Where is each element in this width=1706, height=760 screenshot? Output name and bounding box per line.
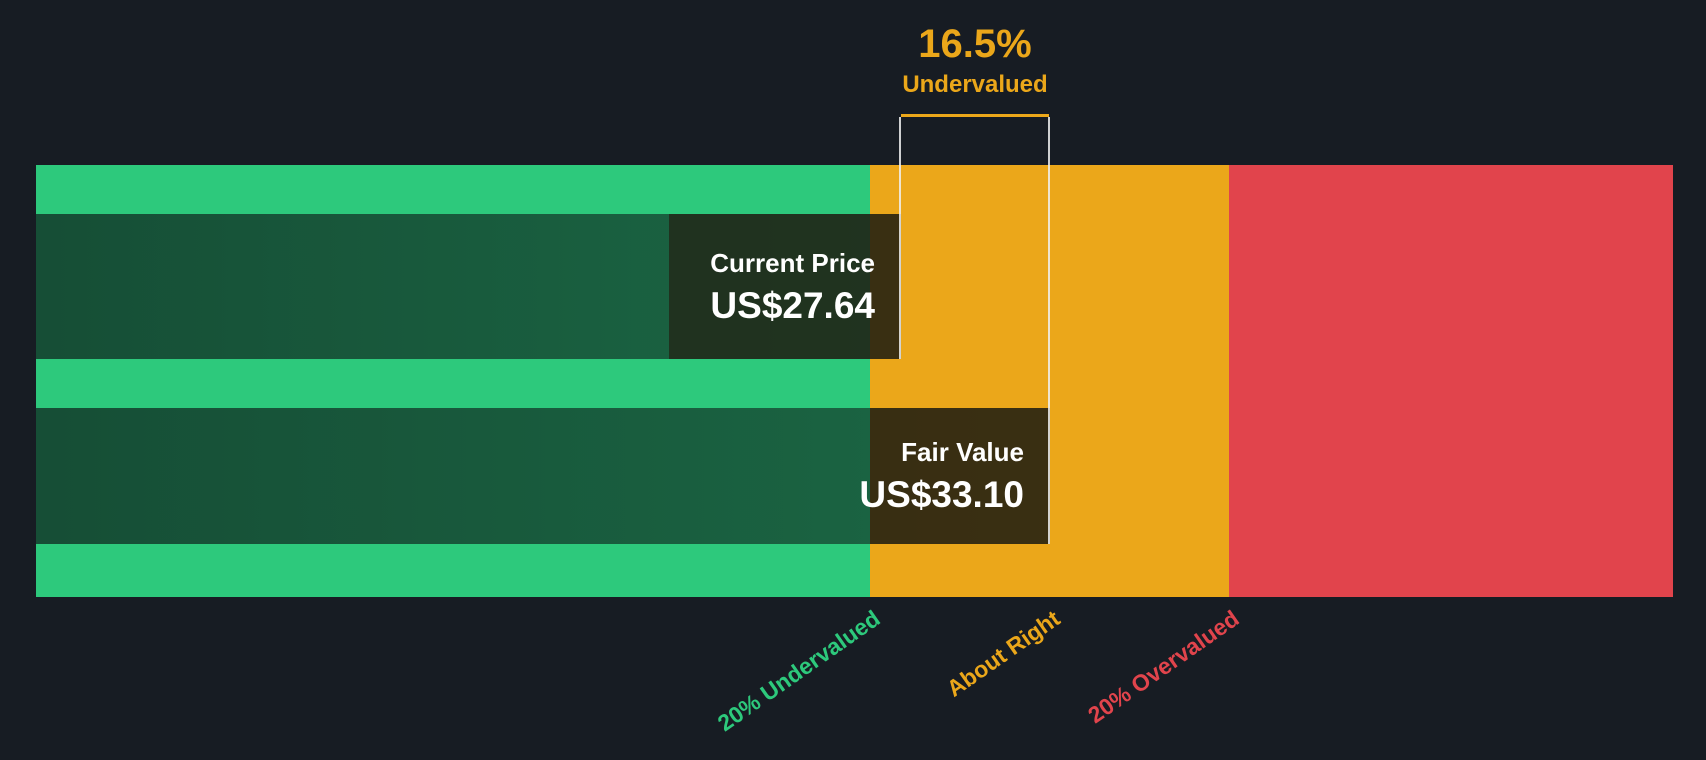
fair-value-box: Fair Value US$33.10 [859,408,1050,544]
undervalued-percent: 16.5% [918,22,1032,66]
fair-value-label: Fair Value [901,437,1024,467]
annotation-bracket-line [901,114,1049,117]
current-price-label: Current Price [710,247,875,278]
valuation-band: Current Price US$27.64 Fair Value US$33.… [36,165,1673,597]
valuation-annotation: 16.5% Undervalued [901,22,1049,98]
undervalued-label: Undervalued [902,71,1048,98]
axis-label-undervalued: 20% Undervalued [712,605,885,737]
current-price-box: Current Price US$27.64 [669,214,901,359]
zone-overvalued [1229,165,1673,597]
guide-line-current-price [899,117,901,359]
fair-value-value: US$33.10 [859,474,1024,515]
axis-label-overvalued: 20% Overvalued [1083,605,1244,729]
axis-label-about-right: About Right [942,605,1065,702]
guide-line-fair-value [1048,117,1050,544]
fair-value-bar: Fair Value US$33.10 [36,408,1050,544]
current-price-value: US$27.64 [710,284,875,326]
current-price-bar: Current Price US$27.64 [36,214,901,359]
